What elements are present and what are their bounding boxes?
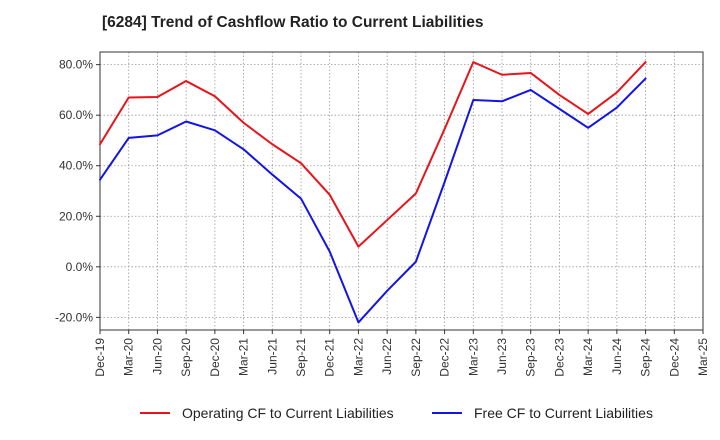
plot-frame: [99, 51, 704, 331]
series-layer: [99, 61, 647, 324]
x-tick-label: Mar-22: [351, 338, 365, 376]
x-tick-label: Dec-20: [208, 338, 222, 377]
x-tick-label: Mar-25: [696, 338, 710, 376]
legend-swatch-operating: [140, 412, 170, 414]
tick-label-layer: 80.0% 60.0% 40.0% 20.0% 0.0% -20.0%Dec-19 Mar-…: [55, 58, 710, 377]
legend: Operating CF to Current Liabilities Free…: [0, 405, 720, 425]
x-tick-label: Jun-24: [610, 338, 624, 375]
x-tick-label: Sep-24: [639, 338, 653, 377]
y-tick-label: 40.0%: [59, 159, 93, 173]
x-tick-label: Jun-23: [495, 338, 509, 375]
x-tick-label: Dec-21: [323, 338, 337, 377]
legend-item-operating: Operating CF to Current Liabilities: [140, 405, 394, 421]
x-tick-label: Sep-23: [524, 338, 538, 377]
y-tick-label: 20.0%: [59, 209, 93, 223]
x-tick-label: Jun-21: [265, 338, 279, 375]
x-tick-label: Sep-22: [409, 338, 423, 377]
axis-layer: [96, 51, 704, 334]
x-tick-label: Dec-19: [93, 338, 107, 377]
legend-label-free: Free CF to Current Liabilities: [474, 405, 653, 421]
x-tick-label: Jun-20: [150, 338, 164, 375]
chart-title: [6284] Trend of Cashflow Ratio to Curren…: [102, 14, 484, 31]
y-tick-label: 0.0%: [66, 260, 94, 274]
x-tick-label: Mar-20: [122, 338, 136, 376]
x-tick-label: Jun-22: [380, 338, 394, 375]
grid-layer: [100, 52, 703, 330]
legend-item-free: Free CF to Current Liabilities: [432, 405, 653, 421]
y-tick-label: -20.0%: [55, 310, 93, 324]
x-tick-label: Mar-21: [237, 338, 251, 376]
series-line-free: [99, 77, 647, 324]
x-tick-label: Dec-24: [667, 338, 681, 377]
legend-label-operating: Operating CF to Current Liabilities: [182, 405, 394, 421]
x-tick-label: Sep-21: [294, 338, 308, 377]
x-tick-label: Mar-24: [581, 338, 595, 376]
y-tick-label: 60.0%: [59, 108, 93, 122]
x-tick-label: Sep-20: [179, 338, 193, 377]
series-line-operating: [99, 61, 647, 248]
x-tick-label: Dec-23: [552, 338, 566, 377]
x-tick-label: Mar-23: [466, 338, 480, 376]
legend-swatch-free: [432, 412, 462, 414]
y-tick-label: 80.0%: [59, 58, 93, 72]
x-tick-label: Dec-22: [438, 338, 452, 377]
